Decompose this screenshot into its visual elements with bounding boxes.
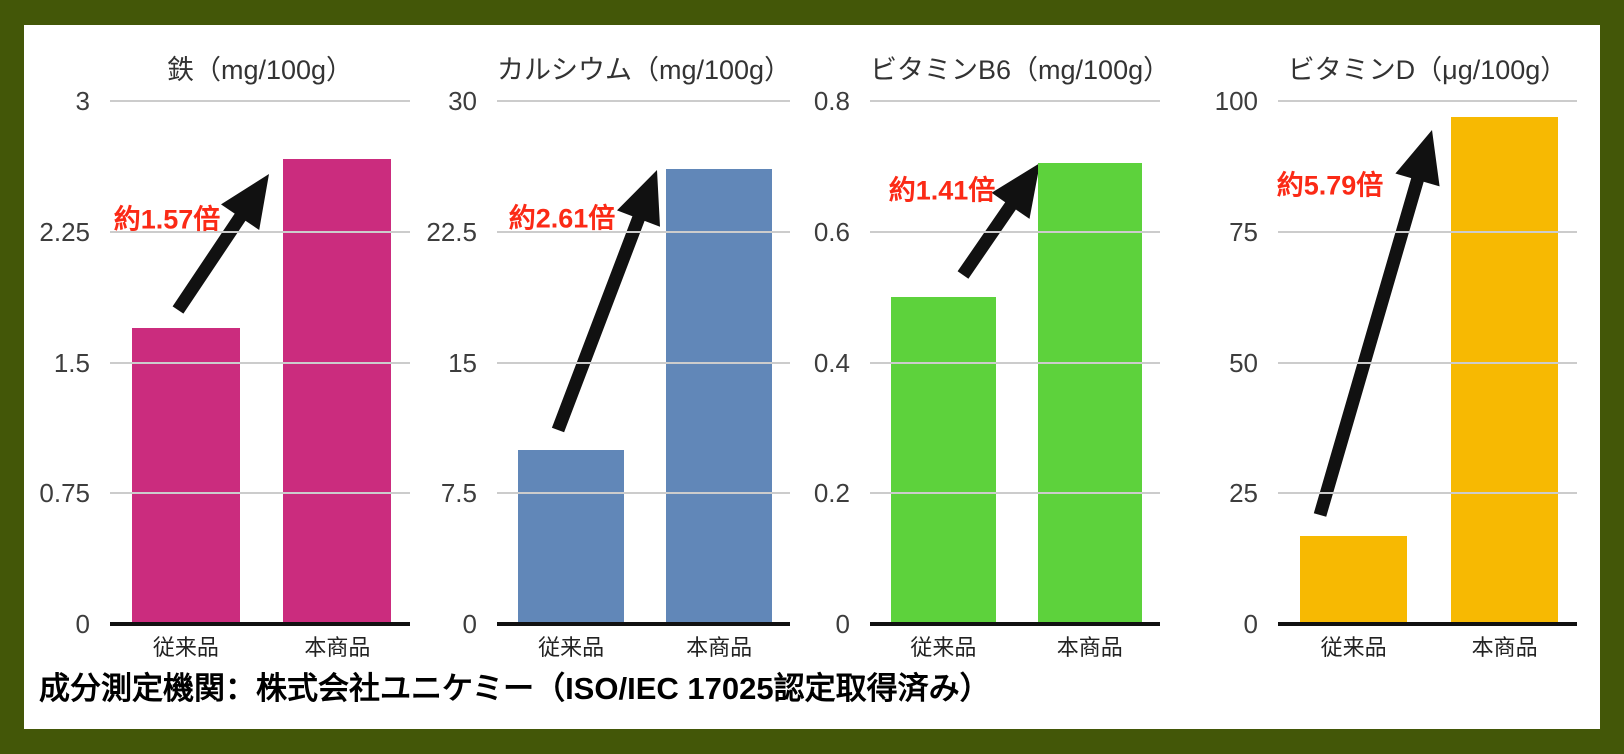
- chart-canvas: 鉄（mg/100g） 0 0.75 1.5 2.25 3 従来品 本商品 約1.57倍 カルシウム…: [24, 25, 1600, 729]
- x-category-label-iron-conventional-product: 従来品: [152, 635, 219, 660]
- y-tick-label-vitamin-b6-0.8: 0.8: [813, 86, 850, 116]
- y-tick-label-vitamin-b6-0: 0: [835, 609, 850, 639]
- gridline-iron-1.5: [110, 361, 410, 364]
- chart-vitamin-d: ビタミンD（μg/100g） 0 25 50 75 100 従来品 本商品 約5.79倍: [24, 25, 1600, 729]
- gridline-calcium-15: [497, 361, 790, 364]
- certification-note: 成分測定機関：株式会社ユニケミー（ISO/IEC 17025認定取得済み）: [39, 671, 991, 706]
- x-axis-line-vitamin-d: [1278, 622, 1577, 626]
- y-tick-label-calcium-15: 15: [448, 347, 477, 378]
- y-tick-label-iron-0.75: 0.75: [39, 478, 90, 509]
- gridline-vitamin-b6-0.6: [870, 230, 1160, 233]
- ratio-annotation-calcium: 約2.61倍: [508, 203, 616, 234]
- y-tick-label-calcium-30: 30: [448, 86, 477, 116]
- x-axis-line-vitamin-b6: [870, 622, 1160, 626]
- chart-title-vitamin-b6: ビタミンB6（mg/100g）: [870, 55, 1171, 85]
- bar-iron-conventional-product: [131, 327, 240, 624]
- y-tick-label-calcium-22.5: 22.5: [426, 216, 477, 247]
- y-tick-label-iron-1.5: 1.5: [53, 347, 90, 378]
- chart-vitamin-b6: ビタミンB6（mg/100g） 0 0.2 0.4 0.6 0.8 従来品 本商品 約1.41倍: [24, 25, 1600, 729]
- gridline-vitamin-d-25: [1278, 492, 1577, 495]
- gridline-vitamin-b6-0.4: [870, 361, 1160, 364]
- gridline-calcium-30: [497, 100, 790, 102]
- y-tick-label-iron-3: 3: [75, 86, 90, 116]
- gridline-vitamin-b6-0.2: [870, 492, 1160, 495]
- gridline-calcium-7.5: [497, 492, 790, 495]
- x-axis-line-calcium: [497, 622, 790, 626]
- ratio-annotation-iron: 約1.57倍: [113, 204, 221, 235]
- y-tick-label-vitamin-d-100: 100: [1214, 86, 1258, 116]
- chart-title-vitamin-d: ビタミンD（μg/100g）: [1287, 55, 1568, 85]
- bar-vitamin-d-conventional-product: [1299, 536, 1408, 624]
- chart-title-calcium: カルシウム（mg/100g）: [497, 55, 792, 85]
- y-tick-label-vitamin-d-75: 75: [1229, 216, 1258, 247]
- gridline-calcium-22.5: [497, 230, 790, 233]
- gridline-iron-0.75: [110, 492, 410, 495]
- chart-iron: 鉄（mg/100g） 0 0.75 1.5 2.25 3 従来品 本商品 約1.57倍: [24, 25, 1600, 729]
- gridline-vitamin-d-75: [1278, 230, 1577, 233]
- x-category-label-vitamin-b6-conventional-product: 従来品: [910, 635, 977, 660]
- ratio-annotation-vitamin-d: 約5.79倍: [1276, 170, 1384, 201]
- x-category-label-vitamin-d-conventional-product: 従来品: [1320, 635, 1387, 660]
- x-category-label-iron-this-product: 本商品: [304, 635, 371, 660]
- y-tick-label-iron-0: 0: [75, 609, 90, 639]
- chart-calcium: カルシウム（mg/100g） 0 7.5 15 22.5 30 従来品 本商品 約2.61倍: [24, 25, 1600, 729]
- x-axis-line-iron: [110, 622, 410, 626]
- gridline-vitamin-b6-0.8: [870, 100, 1160, 102]
- y-tick-label-vitamin-b6-0.6: 0.6: [813, 216, 850, 247]
- gridline-iron-3: [110, 100, 410, 102]
- x-category-label-calcium-this-product: 本商品: [686, 635, 753, 660]
- x-category-label-vitamin-d-this-product: 本商品: [1471, 635, 1538, 660]
- bar-calcium-this-product: [666, 168, 772, 624]
- bar-calcium-conventional-product: [518, 449, 624, 624]
- y-tick-label-calcium-0: 0: [462, 609, 477, 639]
- bar-vitamin-d-this-product: [1450, 116, 1559, 624]
- bar-vitamin-b6-this-product: [1037, 163, 1142, 624]
- y-tick-label-vitamin-d-25: 25: [1229, 478, 1258, 509]
- y-tick-label-vitamin-b6-0.2: 0.2: [813, 478, 850, 509]
- x-category-label-calcium-conventional-product: 従来品: [538, 635, 605, 660]
- gridline-vitamin-d-50: [1278, 361, 1577, 364]
- y-tick-label-iron-2.25: 2.25: [39, 216, 90, 247]
- gridline-vitamin-d-100: [1278, 100, 1577, 102]
- y-tick-label-vitamin-d-0: 0: [1243, 609, 1258, 639]
- gridline-iron-2.25: [110, 230, 410, 233]
- y-tick-label-vitamin-b6-0.4: 0.4: [813, 347, 850, 378]
- bar-iron-this-product: [283, 158, 392, 624]
- ratio-annotation-vitamin-b6: 約1.41倍: [888, 175, 996, 206]
- x-category-label-vitamin-b6-this-product: 本商品: [1056, 635, 1123, 660]
- bar-vitamin-b6-conventional-product: [891, 297, 996, 624]
- y-tick-label-calcium-7.5: 7.5: [440, 478, 477, 509]
- chart-title-iron: 鉄（mg/100g）: [166, 55, 354, 85]
- y-tick-label-vitamin-d-50: 50: [1229, 347, 1258, 378]
